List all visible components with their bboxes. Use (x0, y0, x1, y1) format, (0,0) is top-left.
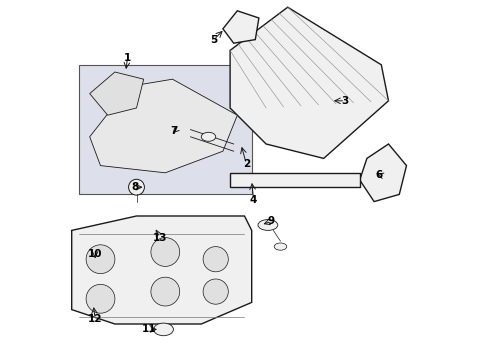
Text: 11: 11 (142, 324, 156, 334)
Ellipse shape (153, 323, 173, 336)
Text: 9: 9 (267, 216, 274, 226)
Polygon shape (223, 11, 258, 43)
Text: 7: 7 (170, 126, 178, 136)
Text: 8: 8 (131, 182, 138, 192)
Circle shape (128, 179, 144, 195)
Ellipse shape (201, 132, 215, 141)
Polygon shape (359, 144, 406, 202)
Text: 4: 4 (249, 195, 257, 205)
Ellipse shape (274, 243, 286, 250)
Text: 10: 10 (88, 249, 102, 259)
Circle shape (203, 247, 228, 272)
Ellipse shape (258, 220, 277, 230)
Polygon shape (89, 79, 237, 173)
Text: 1: 1 (123, 53, 131, 63)
Polygon shape (230, 7, 387, 158)
Polygon shape (230, 173, 359, 187)
Polygon shape (79, 65, 251, 194)
Text: 6: 6 (375, 170, 382, 180)
Circle shape (203, 279, 228, 304)
Polygon shape (72, 216, 251, 324)
Polygon shape (89, 72, 143, 115)
Text: 12: 12 (88, 314, 102, 324)
Circle shape (151, 277, 179, 306)
Text: 13: 13 (152, 233, 167, 243)
Circle shape (86, 245, 115, 274)
Circle shape (151, 238, 179, 266)
Circle shape (86, 284, 115, 313)
Text: 5: 5 (210, 35, 217, 45)
Text: 3: 3 (341, 96, 348, 106)
Text: 2: 2 (242, 159, 249, 169)
